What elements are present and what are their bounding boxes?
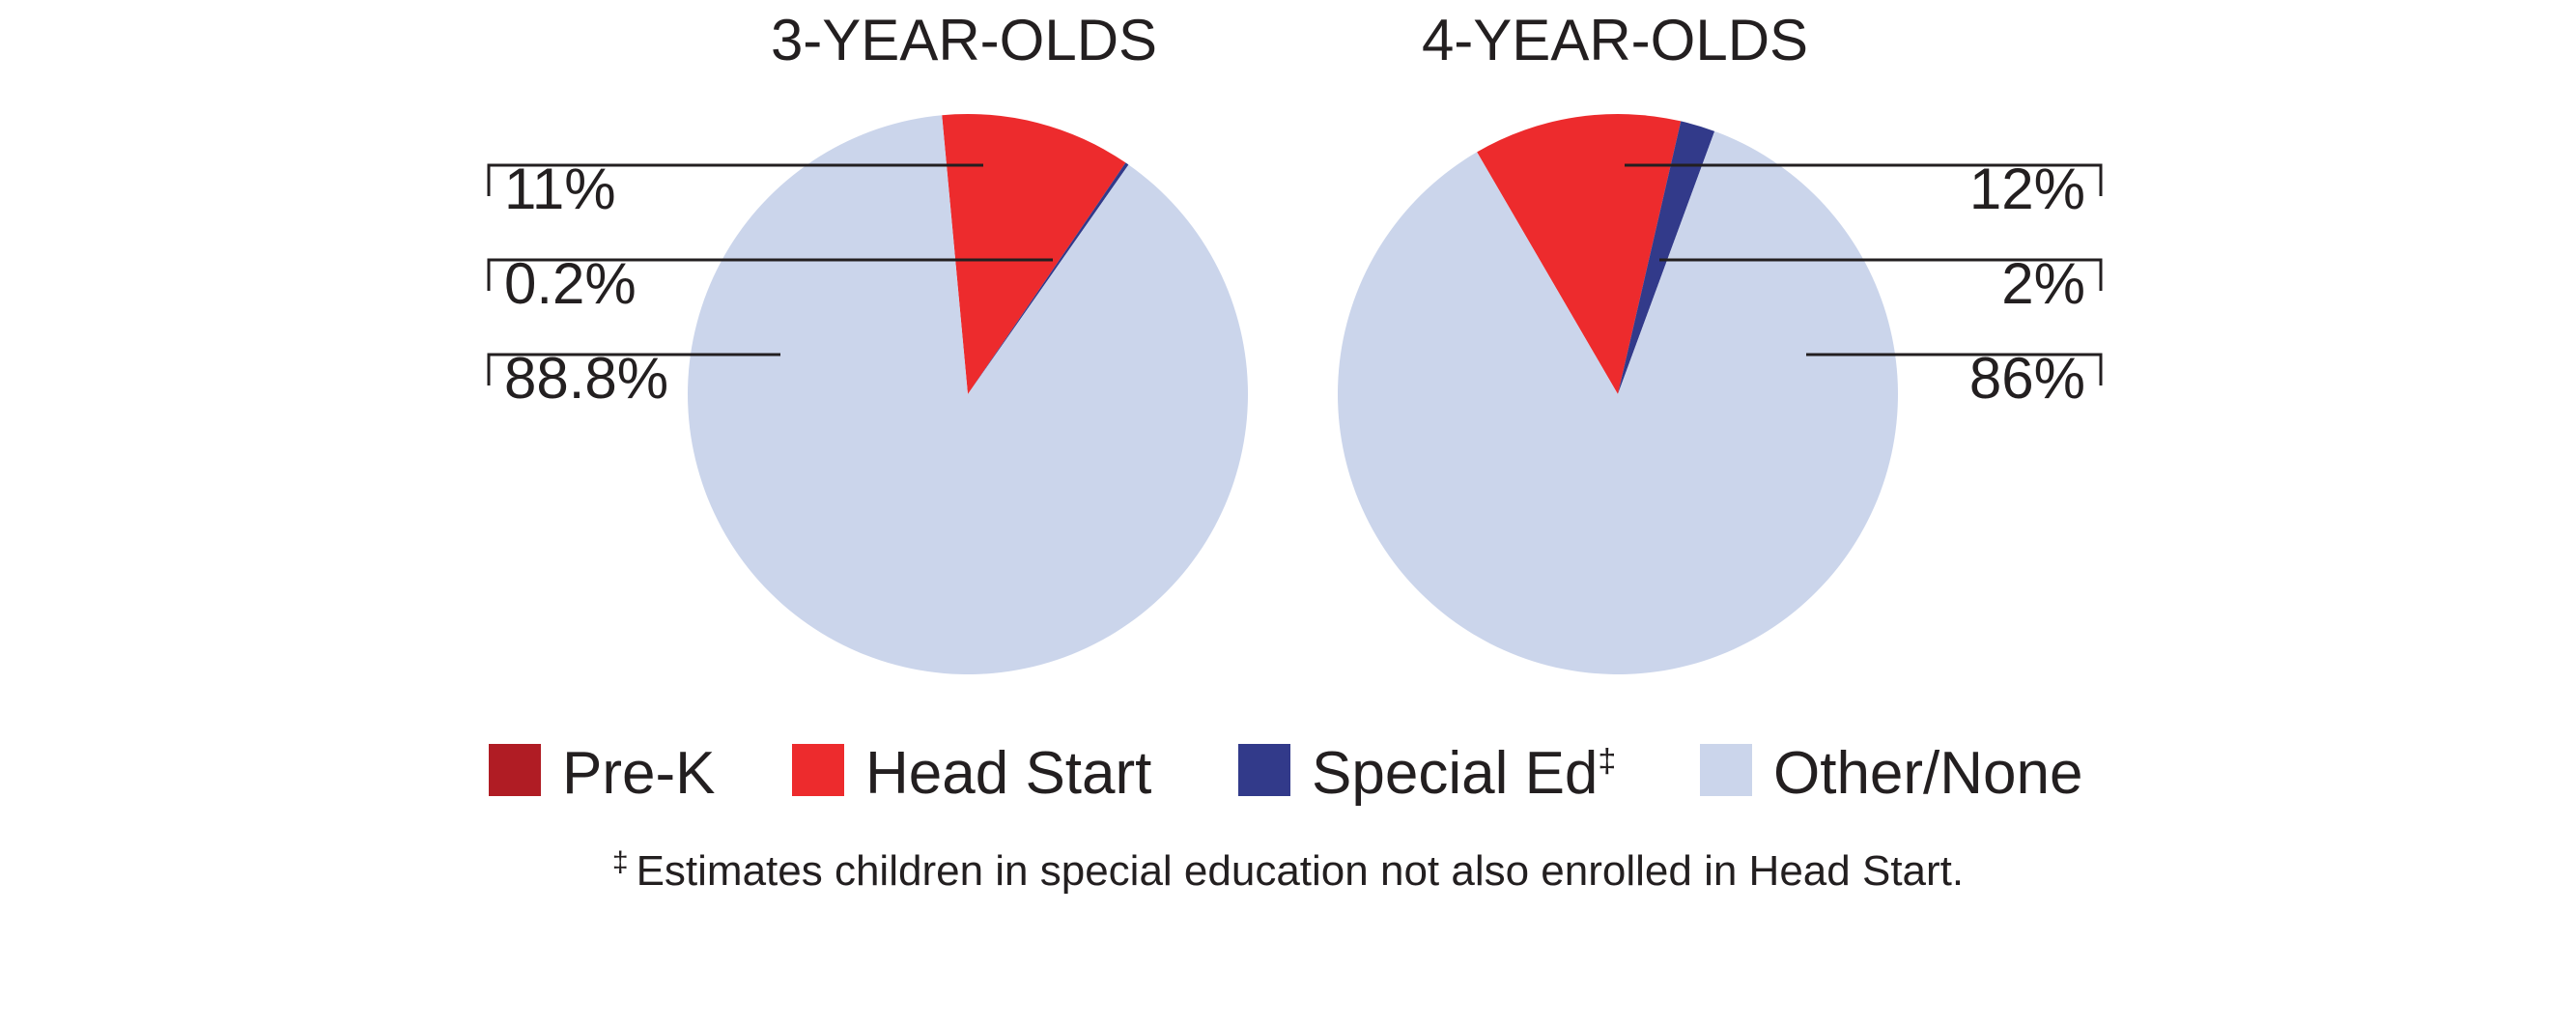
- leader-line-special-ed: [487, 258, 1053, 291]
- leader-line-other-none: [1806, 353, 2103, 385]
- pie-slice-special-ed: [1618, 121, 1715, 395]
- pie-chart-4-year-olds: 4-YEAR-OLDS 12% 2% 86%: [1337, 8, 2103, 675]
- pie-chart-3-year-olds: 3-YEAR-OLDS 11% 0.2% 88.8%: [487, 8, 1249, 674]
- legend: Pre-K Head Start Special Ed‡ Other/None: [489, 740, 2083, 807]
- legend-swatch-other-none: [1700, 744, 1752, 796]
- data-label-other-none: 88.8%: [504, 346, 668, 411]
- legend-label-pre-k: Pre-K: [562, 740, 715, 807]
- legend-label-other-none: Other/None: [1773, 740, 2083, 807]
- leader-line-other-none: [487, 353, 780, 385]
- data-label-other-none: 86%: [1969, 346, 2085, 411]
- legend-swatch-pre-k: [489, 744, 541, 796]
- legend-swatch-special-ed: [1238, 744, 1290, 796]
- leader-line-special-ed: [1659, 258, 2103, 291]
- chart-title-3-year-olds: 3-YEAR-OLDS: [771, 8, 1157, 72]
- pie-slice-other-none: [688, 115, 1249, 674]
- footnote-marker: ‡: [611, 846, 629, 878]
- pie-slice-head-start: [1477, 113, 1682, 395]
- data-label-head-start: 12%: [1969, 157, 2085, 221]
- legend-label-special-ed: Special Ed‡: [1312, 740, 1616, 807]
- pie-slice-special-ed: [968, 162, 1129, 394]
- leader-line-head-start: [1625, 163, 2103, 196]
- footnote: ‡ Estimates children in special education…: [0, 846, 2576, 896]
- legend-label-head-start: Head Start: [865, 740, 1151, 807]
- chart-title-4-year-olds: 4-YEAR-OLDS: [1422, 8, 1808, 72]
- pie-slice-other-none: [1337, 130, 1898, 675]
- data-label-special-ed: 0.2%: [504, 251, 637, 316]
- pie-slice-head-start: [942, 113, 1126, 395]
- leader-line-head-start: [487, 163, 983, 196]
- data-label-head-start: 11%: [504, 157, 616, 221]
- legend-swatch-head-start: [792, 744, 844, 796]
- data-label-special-ed: 2%: [2001, 251, 2085, 316]
- footnote-text: Estimates children in special education …: [636, 847, 1965, 895]
